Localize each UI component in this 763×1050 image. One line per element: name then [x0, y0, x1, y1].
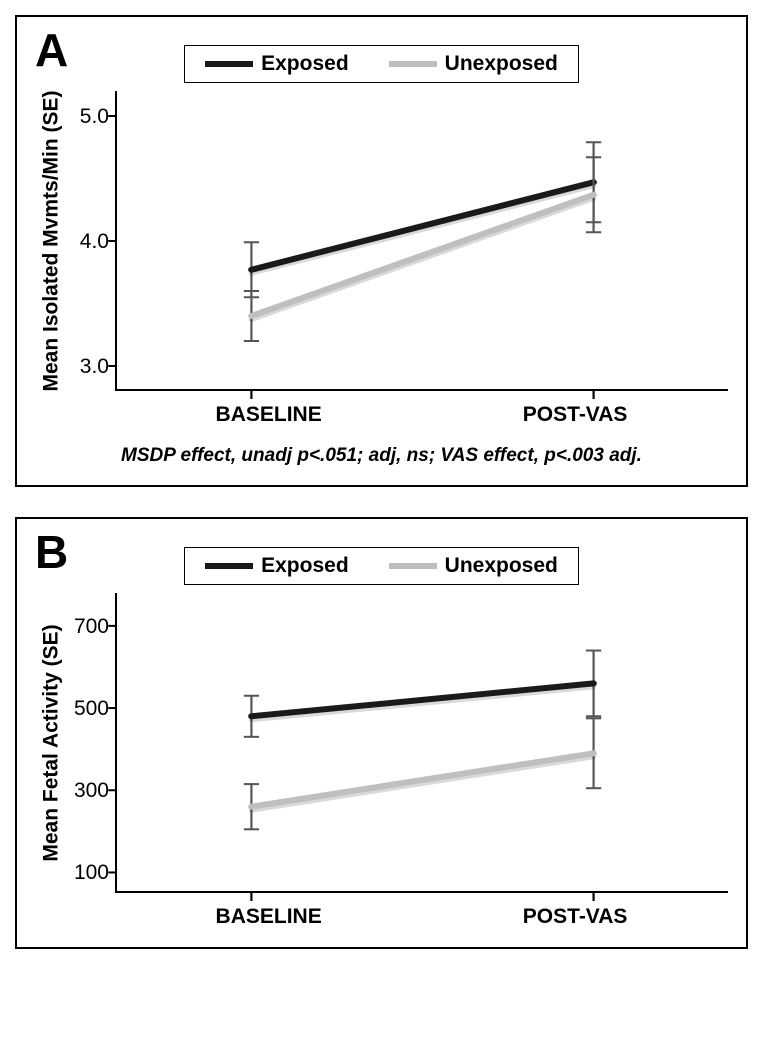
- plot-area: [115, 91, 728, 391]
- legend-label: Exposed: [261, 554, 349, 578]
- legend-swatch: [205, 61, 253, 67]
- x-tick-label: BASELINE: [216, 905, 322, 929]
- legend: Exposed Unexposed: [184, 547, 579, 585]
- x-tick-label: POST-VAS: [523, 403, 628, 427]
- legend: Exposed Unexposed: [184, 45, 579, 83]
- y-ticks: 700 500 300 100: [69, 593, 115, 893]
- chart-panel-a: A Exposed Unexposed Mean Isolated Mvmts/Min…: [15, 15, 748, 487]
- y-tick-label: 500: [74, 697, 109, 721]
- legend-label: Unexposed: [445, 52, 558, 76]
- y-axis-label: Mean Fetal Activity (SE): [40, 624, 64, 861]
- chart-footnote: MSDP effect, unadj p<.051; adj, ns; VAS …: [35, 445, 728, 467]
- y-tick-label: 700: [74, 615, 109, 639]
- legend-item: Unexposed: [389, 52, 558, 76]
- y-axis-label: Mean Isolated Mvmts/Min (SE): [40, 90, 64, 391]
- chart-panel-b: B Exposed Unexposed Mean Fetal Activity (SE…: [15, 517, 748, 949]
- x-ticks: BASELINE POST-VAS: [115, 905, 728, 929]
- chart-wrap: Mean Isolated Mvmts/Min (SE) 5.0 4.0 3.0: [35, 91, 728, 391]
- legend-label: Exposed: [261, 52, 349, 76]
- chart-wrap: Mean Fetal Activity (SE) 700 500 300 100: [35, 593, 728, 893]
- legend-swatch: [205, 563, 253, 569]
- legend-item: Exposed: [205, 52, 349, 76]
- legend-label: Unexposed: [445, 554, 558, 578]
- x-tick-label: POST-VAS: [523, 905, 628, 929]
- y-tick-label: 3.0: [80, 355, 109, 379]
- legend-item: Exposed: [205, 554, 349, 578]
- legend-item: Unexposed: [389, 554, 558, 578]
- y-tick-label: 100: [74, 861, 109, 885]
- legend-swatch: [389, 61, 437, 67]
- panel-letter: A: [35, 27, 68, 73]
- legend-swatch: [389, 563, 437, 569]
- y-ticks: 5.0 4.0 3.0: [69, 91, 115, 391]
- y-tick-label: 4.0: [80, 230, 109, 254]
- panel-letter: B: [35, 529, 68, 575]
- x-ticks: BASELINE POST-VAS: [115, 403, 728, 427]
- y-tick-label: 300: [74, 779, 109, 803]
- x-tick-label: BASELINE: [216, 403, 322, 427]
- y-tick-label: 5.0: [80, 105, 109, 129]
- plot-area: [115, 593, 728, 893]
